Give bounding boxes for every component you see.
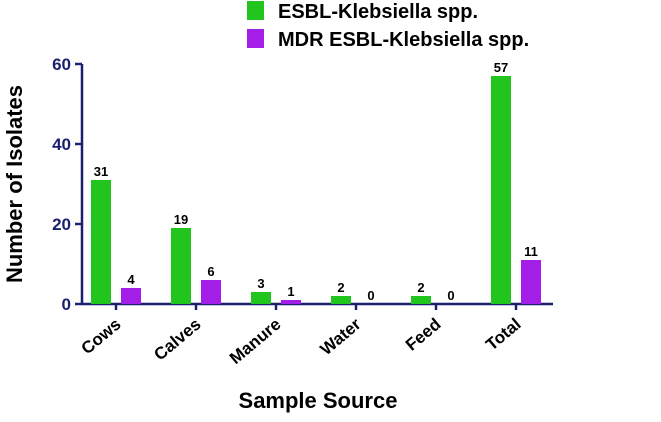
bar [201,280,221,304]
legend-label: ESBL-Klebsiella spp. [278,1,478,23]
legend-swatch [247,1,264,20]
bar [331,296,351,304]
y-tick-label: 60 [52,55,71,74]
value-label: 3 [257,276,264,291]
value-label: 4 [127,272,135,287]
value-label: 0 [447,288,454,303]
x-tick-label: Total [482,315,524,355]
y-axis-label: Number of Isolates [2,85,27,283]
bar [121,288,141,304]
bar [251,292,271,304]
bar [91,180,111,304]
value-label: 2 [337,280,344,295]
value-label: 31 [94,164,108,179]
legend-swatch [247,29,264,48]
value-label: 2 [417,280,424,295]
bar [281,300,301,304]
bar [171,228,191,304]
x-tick-label: Manure [226,315,285,368]
y-tick-label: 0 [62,295,71,314]
value-label: 11 [524,244,538,259]
y-tick-label: 20 [52,215,71,234]
y-tick-label: 40 [52,135,71,154]
value-label: 6 [207,264,214,279]
value-label: 19 [174,212,188,227]
legend-label: MDR ESBL-Klebsiella spp. [278,29,529,51]
value-label: 57 [494,60,508,75]
x-tick-label: Feed [402,315,445,355]
bar [521,260,541,304]
x-tick-label: Cows [78,315,125,359]
bar [411,296,431,304]
x-axis-label: Sample Source [239,388,398,413]
x-tick-label: Calves [150,315,204,365]
bar [491,76,511,304]
value-label: 0 [367,288,374,303]
x-tick-label: Water [317,314,365,359]
value-label: 1 [287,284,294,299]
